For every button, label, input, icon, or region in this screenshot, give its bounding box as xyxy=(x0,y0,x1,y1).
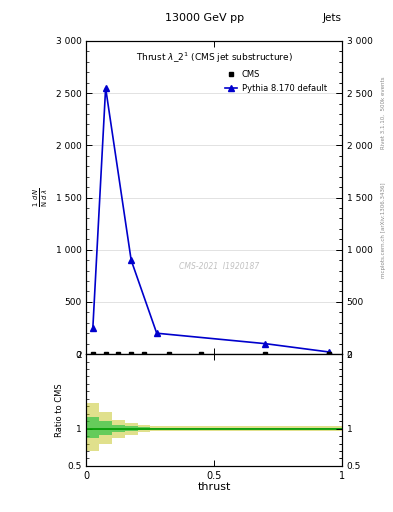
Pythia 8.170 default xyxy=(103,85,108,91)
CMS xyxy=(327,351,332,357)
Bar xyxy=(138,425,151,432)
CMS xyxy=(103,351,108,357)
CMS xyxy=(141,351,146,357)
Text: mcplots.cern.ch [arXiv:1306.3436]: mcplots.cern.ch [arXiv:1306.3436] xyxy=(381,183,386,278)
Bar xyxy=(316,428,342,430)
Bar xyxy=(112,420,125,438)
Pythia 8.170 default xyxy=(263,340,268,347)
Bar xyxy=(316,425,342,431)
Text: Jets: Jets xyxy=(323,13,342,23)
CMS xyxy=(263,351,268,357)
Bar xyxy=(150,428,214,430)
Bar xyxy=(86,417,99,438)
Bar xyxy=(99,421,112,435)
Text: Thrust $\lambda\_2^1$ (CMS jet substructure): Thrust $\lambda\_2^1$ (CMS jet substruct… xyxy=(136,50,293,65)
Pythia 8.170 default xyxy=(129,257,134,263)
Bar xyxy=(99,412,112,443)
Pythia 8.170 default xyxy=(154,330,159,336)
CMS xyxy=(116,351,121,357)
Text: 13000 GeV pp: 13000 GeV pp xyxy=(165,13,244,23)
Line: CMS: CMS xyxy=(91,352,331,356)
CMS xyxy=(199,351,204,357)
Bar xyxy=(125,423,138,435)
Legend: CMS, Pythia 8.170 default: CMS, Pythia 8.170 default xyxy=(222,67,330,96)
Y-axis label: Ratio to CMS: Ratio to CMS xyxy=(55,383,64,437)
Text: Rivet 3.1.10,  500k events: Rivet 3.1.10, 500k events xyxy=(381,76,386,149)
Bar xyxy=(214,425,316,431)
Bar xyxy=(86,402,99,451)
Line: Pythia 8.170 default: Pythia 8.170 default xyxy=(90,85,332,355)
X-axis label: thrust: thrust xyxy=(198,482,231,492)
Bar xyxy=(125,426,138,431)
Y-axis label: $\frac{1}{\mathrm{N}}\,\frac{d N}{d\,\lambda}$: $\frac{1}{\mathrm{N}}\,\frac{d N}{d\,\la… xyxy=(32,188,50,207)
CMS xyxy=(167,351,172,357)
Pythia 8.170 default xyxy=(327,349,332,355)
CMS xyxy=(90,351,95,357)
Text: CMS-2021  I1920187: CMS-2021 I1920187 xyxy=(179,262,259,271)
Bar xyxy=(112,425,125,432)
Pythia 8.170 default xyxy=(90,325,95,331)
Bar xyxy=(150,426,214,431)
CMS xyxy=(129,351,134,357)
Bar xyxy=(138,427,151,430)
Bar xyxy=(214,428,316,430)
